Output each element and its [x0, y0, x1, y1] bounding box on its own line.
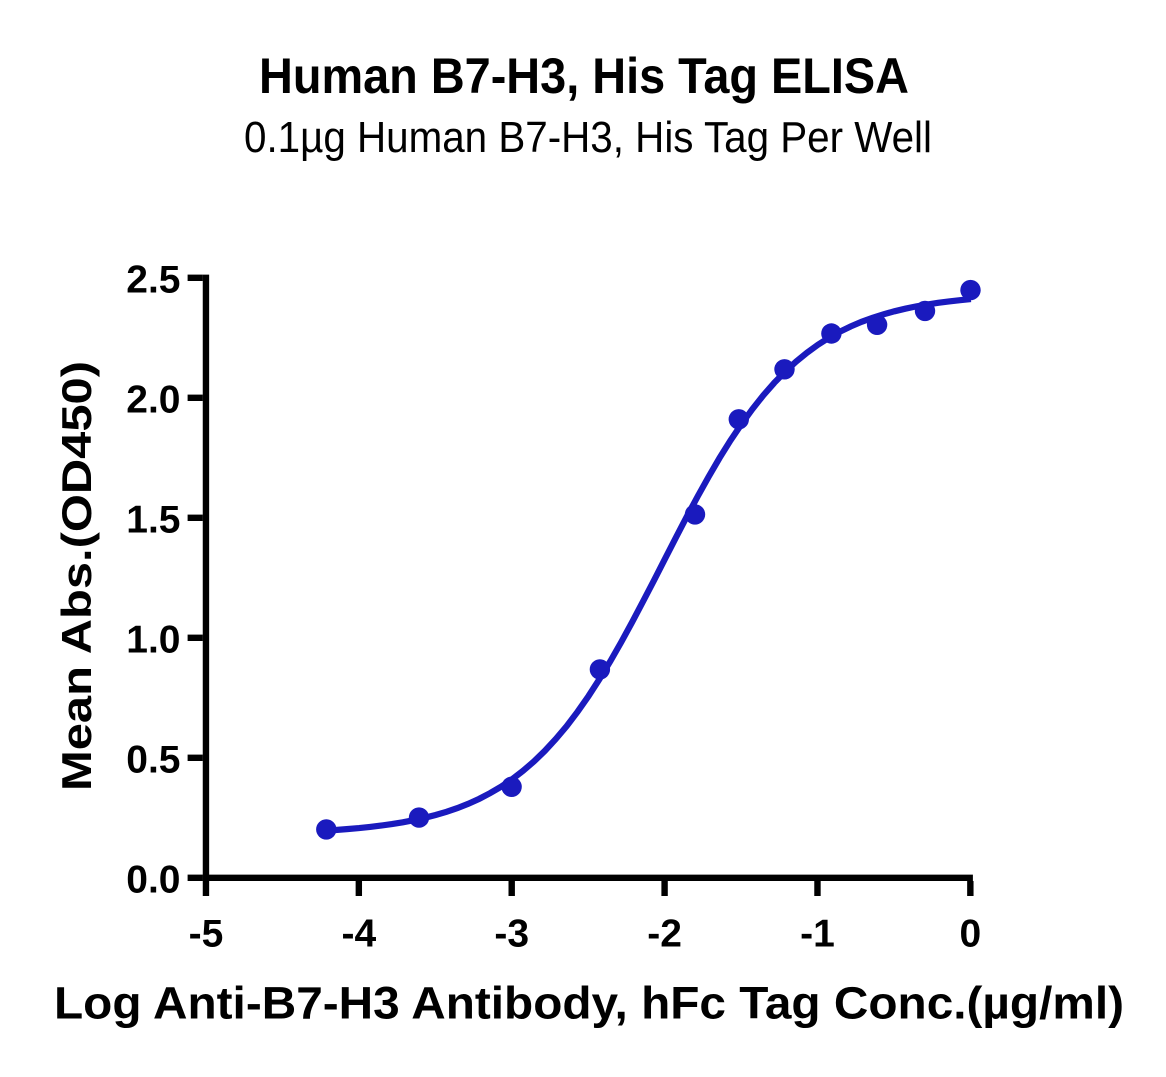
svg-text:0: 0 [959, 913, 981, 956]
svg-text:-1: -1 [800, 913, 835, 956]
svg-text:2.0: 2.0 [126, 378, 180, 421]
svg-text:-2: -2 [647, 913, 682, 956]
svg-text:Log Anti-B7-H3 Antibody, hFc T: Log Anti-B7-H3 Antibody, hFc Tag Conc.(µ… [54, 978, 1124, 1029]
svg-text:0.0: 0.0 [126, 858, 180, 901]
svg-text:-5: -5 [189, 913, 224, 956]
svg-text:1.5: 1.5 [126, 498, 180, 541]
svg-text:2.5: 2.5 [126, 258, 180, 301]
svg-text:0.5: 0.5 [126, 738, 180, 781]
svg-text:Mean Abs.(OD450): Mean Abs.(OD450) [53, 361, 100, 791]
svg-text:-3: -3 [494, 913, 529, 956]
svg-text:1.0: 1.0 [126, 618, 180, 661]
svg-text:-4: -4 [341, 913, 376, 956]
svg-text:Human B7-H3, His Tag ELISA: Human B7-H3, His Tag ELISA [259, 48, 909, 104]
svg-text:0.1µg Human B7-H3, His Tag Per: 0.1µg Human B7-H3, His Tag Per Well [244, 113, 932, 162]
